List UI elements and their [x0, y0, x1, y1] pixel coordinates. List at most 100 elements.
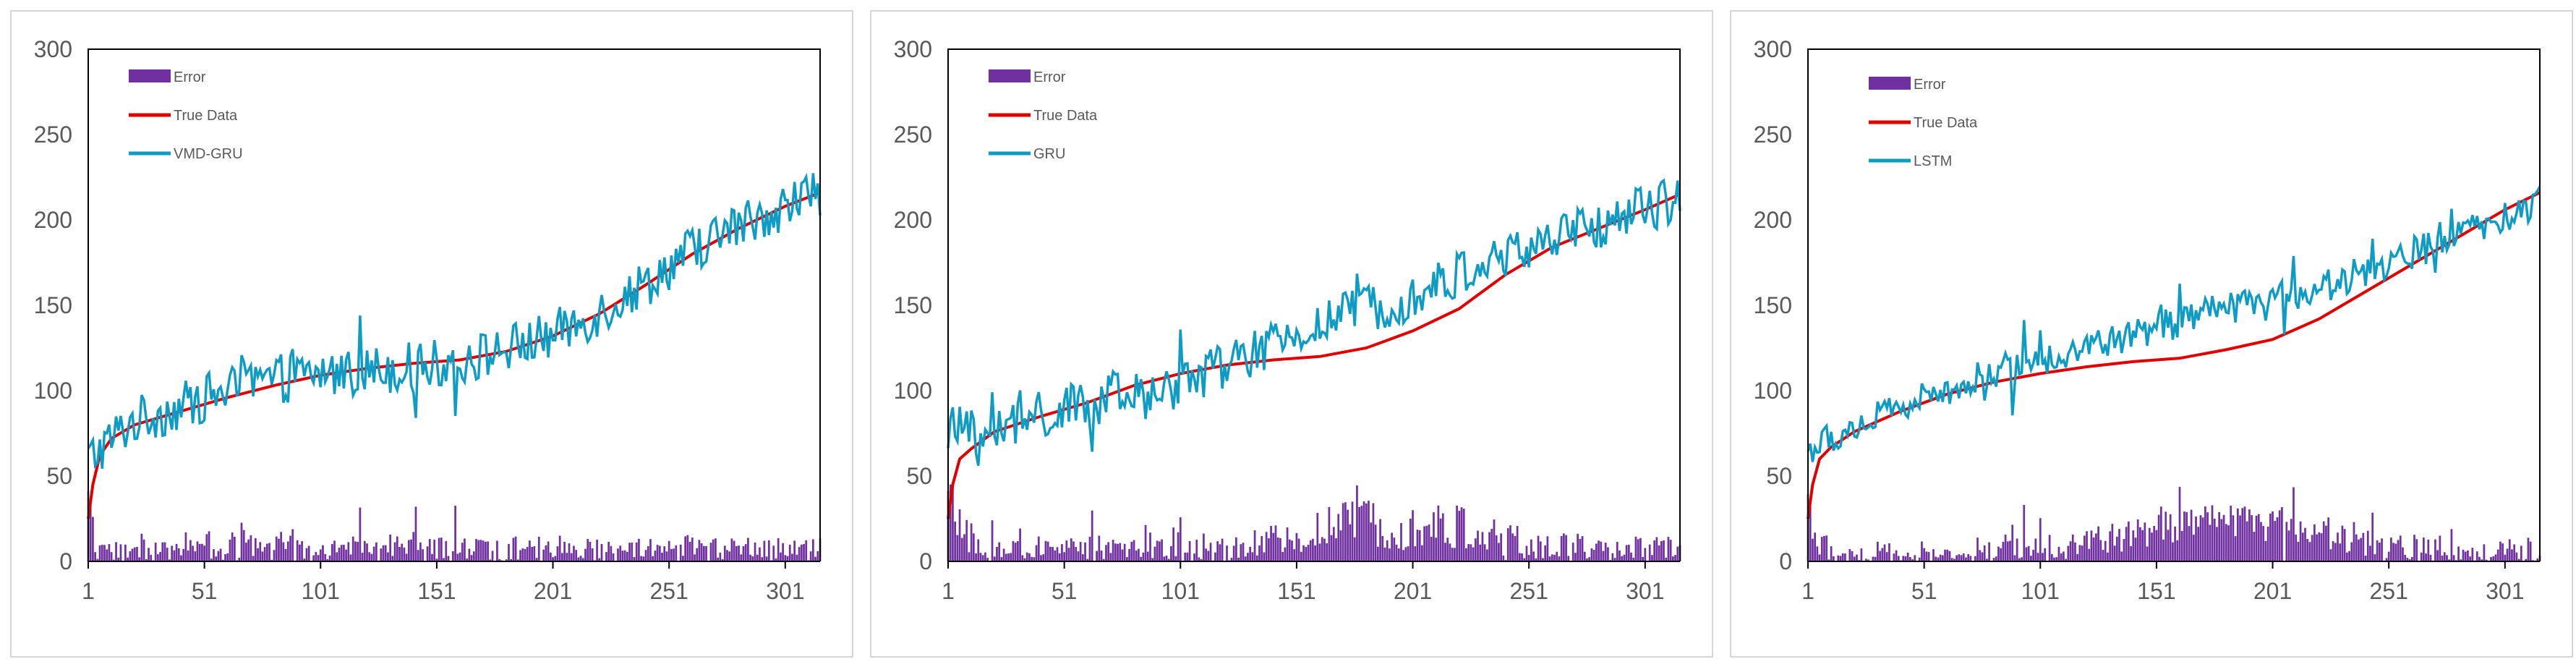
error-bar [2201, 517, 2204, 561]
error-bar [742, 545, 745, 561]
error-bar [387, 552, 389, 561]
error-bar [761, 557, 764, 561]
error-bar [477, 540, 480, 561]
error-bar [652, 556, 654, 561]
error-bar [136, 547, 138, 561]
error-bar [1000, 557, 1003, 561]
error-bar [2018, 558, 2021, 561]
error-bar [1563, 533, 1565, 561]
y-tick-label: 250 [34, 122, 72, 148]
error-bar [375, 542, 378, 561]
error-bar [410, 539, 412, 561]
error-bar [2211, 505, 2214, 561]
error-bar [696, 548, 699, 561]
error-bar [519, 550, 521, 561]
error-bar [1809, 503, 1812, 561]
error-bar [2016, 538, 2018, 561]
error-bar [1276, 537, 1279, 561]
error-bar [1383, 547, 1386, 561]
error-bar [1651, 555, 1653, 561]
error-bar [2295, 534, 2298, 561]
error-bar [1506, 528, 1509, 561]
error-bar [1642, 556, 1644, 561]
error-bar [496, 540, 498, 561]
error-bar [763, 540, 766, 561]
error-bar [324, 553, 327, 561]
error-bar [166, 548, 169, 561]
error-bar [1527, 555, 1530, 561]
legend-label: Error [1033, 69, 1066, 85]
error-bar [510, 558, 513, 561]
error-bar [2320, 533, 2323, 561]
error-bar [307, 545, 310, 561]
error-bar [2107, 552, 2109, 561]
error-bar [1895, 550, 1898, 561]
error-bar [726, 550, 728, 561]
error-bar [2257, 514, 2260, 561]
error-bar [968, 552, 971, 561]
error-bar [173, 550, 176, 561]
error-bar [2341, 525, 2344, 561]
legend-swatch [989, 69, 1031, 82]
error-bar [205, 534, 208, 561]
error-bar [380, 548, 383, 561]
error-bar [1812, 538, 1814, 561]
error-bar [361, 553, 364, 561]
error-bar [2195, 516, 2197, 561]
error-bar [1305, 547, 1308, 561]
error-bar [1035, 545, 1038, 561]
error-bar [547, 541, 550, 561]
error-bar [1616, 542, 1618, 561]
error-bar [1040, 555, 1042, 561]
error-bar [1242, 543, 1245, 561]
error-bar [1365, 503, 1368, 561]
error-bar [1107, 542, 1110, 561]
error-bar [975, 553, 977, 561]
error-bar [1625, 545, 1628, 561]
error-bar [1272, 532, 1275, 561]
error-bar [2042, 553, 2044, 561]
error-bar [1553, 554, 1556, 561]
error-bar [1460, 507, 1463, 561]
error-bar [1105, 545, 1107, 561]
error-bar [2399, 535, 2402, 561]
error-bar [1391, 532, 1393, 561]
error-bar [1025, 552, 1028, 561]
error-bar [673, 548, 675, 561]
error-bar [1130, 541, 1133, 561]
error-bar [2464, 551, 2467, 561]
error-bar [960, 538, 963, 561]
error-bar [2216, 527, 2218, 561]
y-tick-label: 250 [1754, 122, 1792, 148]
error-bar [1075, 547, 1078, 561]
error-bar [1330, 535, 1333, 561]
legend-swatch [129, 69, 171, 82]
error-bar [800, 544, 803, 561]
error-bar [131, 548, 134, 561]
x-tick-label: 1 [942, 578, 955, 604]
error-bar [1814, 532, 1816, 561]
true-data-line [947, 192, 1681, 519]
error-bar [535, 558, 538, 561]
error-bar [217, 551, 220, 561]
error-bar [2027, 545, 2030, 561]
error-bar [508, 543, 510, 561]
error-bar [2083, 535, 2086, 561]
error-bar [2360, 538, 2362, 561]
error-bar [1328, 506, 1331, 561]
error-bar [366, 543, 368, 561]
error-bar [2515, 552, 2518, 561]
error-bar [1618, 550, 1621, 561]
error-bar [1372, 503, 1375, 561]
error-bar [2144, 522, 2146, 561]
error-bar [1532, 551, 1535, 561]
error-bar [2086, 531, 2088, 561]
error-bar [96, 558, 99, 561]
error-bar [712, 539, 715, 561]
error-bar [2167, 530, 2170, 561]
error-bar [101, 545, 103, 561]
error-bar [1170, 545, 1172, 561]
error-bar [2044, 548, 2047, 561]
error-bar [1255, 555, 1258, 561]
error-bar [1219, 544, 1221, 561]
